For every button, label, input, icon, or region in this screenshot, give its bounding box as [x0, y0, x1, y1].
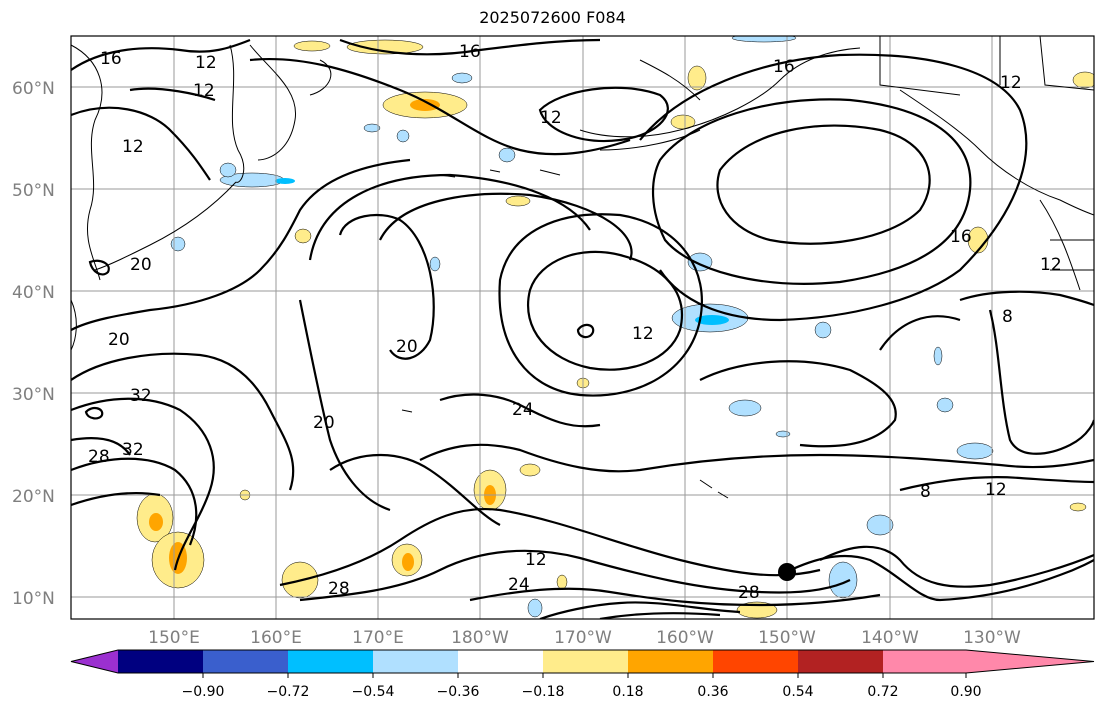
contour-label: 16 — [459, 42, 481, 62]
contour-label: 20 — [108, 330, 130, 350]
colorbar-bin — [628, 650, 713, 673]
colorbar-bin — [713, 650, 798, 673]
colorbar-bin — [798, 650, 883, 673]
map-title: 2025072600 F084 — [479, 8, 626, 27]
latitude-labels: 60°N 50°N 40°N 30°N 20°N 10°N — [12, 79, 55, 609]
storm-position-marker — [778, 563, 796, 581]
lon-label: 160°E — [250, 628, 302, 648]
contour-label: 24 — [512, 400, 534, 420]
lon-label: 170°E — [352, 628, 404, 648]
contour-label: 8 — [920, 482, 931, 502]
lon-label: 180°W — [451, 628, 509, 648]
colorbar-bin — [543, 650, 628, 673]
lon-label: 170°W — [554, 628, 612, 648]
lon-label: 130°W — [963, 628, 1021, 648]
colorbar-tick-label: 0.36 — [697, 684, 728, 700]
map-frame — [70, 35, 1095, 620]
colorbar-tick-label: 0.18 — [612, 684, 643, 700]
contour-label: 20 — [396, 337, 418, 357]
coastlines — [71, 36, 1094, 499]
colorbar-over-arrow — [966, 650, 1094, 673]
lat-label: 60°N — [12, 79, 55, 99]
colorbar-tick-label: −0.90 — [182, 684, 225, 700]
contour-label: 12 — [195, 53, 217, 73]
contour-label: 12 — [193, 81, 215, 101]
colorbar-tick-label: −0.72 — [267, 684, 310, 700]
lon-label: 140°W — [861, 628, 919, 648]
lat-label: 10°N — [12, 589, 55, 609]
contour-label: 32 — [130, 386, 152, 406]
lat-label: 20°N — [12, 487, 55, 507]
lon-label: 150°E — [148, 628, 200, 648]
colorbar-under-arrow — [71, 650, 118, 673]
colorbar-bin — [373, 650, 458, 673]
colorbar-tick-labels: −0.90 −0.72 −0.54 −0.36 −0.18 0.18 0.36 … — [182, 673, 982, 700]
colorbar-bin — [203, 650, 288, 673]
colorbar-tick-label: 0.72 — [867, 684, 898, 700]
contour-labels: 16 12 16 12 12 16 12 12 20 20 20 32 32 2… — [88, 42, 1062, 603]
contour-label: 16 — [100, 49, 122, 69]
contour-label: 12 — [1000, 73, 1022, 93]
contour-label: 12 — [632, 324, 654, 344]
colorbar-tick-label: 0.90 — [950, 684, 981, 700]
colorbar-bin — [458, 650, 543, 673]
contour-label: 28 — [328, 579, 350, 599]
colorbar-bin — [883, 650, 966, 673]
contour-label: 12 — [985, 480, 1007, 500]
anomaly-shading — [136, 39, 1094, 619]
contour-label: 12 — [1040, 255, 1062, 275]
lon-label: 150°W — [758, 628, 816, 648]
contour-label: 16 — [950, 227, 972, 247]
colorbar-tick-label: −0.54 — [352, 684, 395, 700]
colorbar-tick-label: −0.36 — [437, 684, 480, 700]
colorbar-bin — [288, 650, 373, 673]
contour-label: 12 — [122, 137, 144, 157]
contour-label: 16 — [773, 57, 795, 77]
colorbar-bin — [118, 650, 203, 673]
lat-label: 40°N — [12, 283, 55, 303]
colorbar-tick-label: 0.54 — [782, 684, 813, 700]
colorbar — [70, 649, 1095, 674]
contour-label: 12 — [540, 108, 562, 128]
contour-label: 24 — [508, 575, 530, 595]
lon-label: 160°W — [656, 628, 714, 648]
contour-lines — [71, 38, 1094, 619]
lat-label: 30°N — [12, 385, 55, 405]
contour-label: 12 — [525, 550, 547, 570]
contour-label: 32 — [122, 440, 144, 460]
colorbar-tick-label: −0.18 — [522, 684, 565, 700]
colorbar-outline — [70, 649, 1095, 674]
longitude-labels: 150°E 160°E 170°E 180°W 170°W 160°W 150°… — [148, 628, 1021, 648]
contour-label: 20 — [313, 413, 335, 433]
contour-label: 28 — [88, 447, 110, 467]
contour-label: 20 — [130, 255, 152, 275]
contour-label: 28 — [738, 583, 760, 603]
contour-label: 8 — [1002, 307, 1013, 327]
lat-label: 50°N — [12, 181, 55, 201]
